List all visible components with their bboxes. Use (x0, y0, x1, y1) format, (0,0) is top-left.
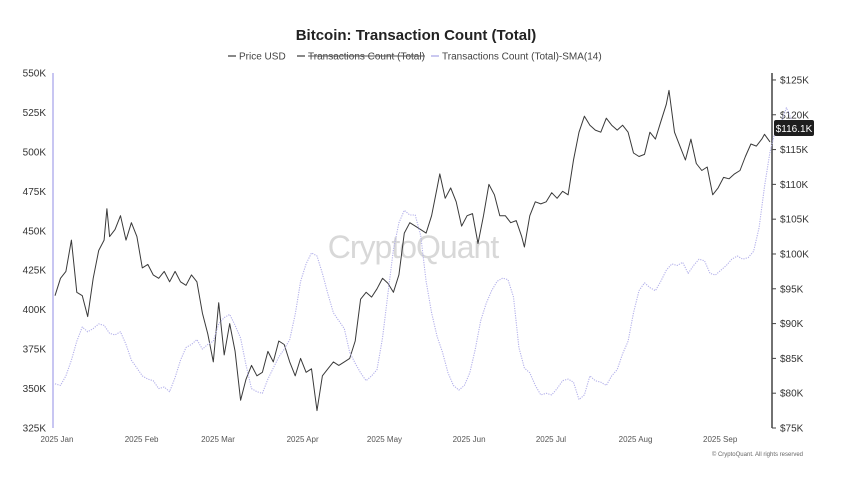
y-right-tick-label: $75K (780, 424, 804, 435)
y-right-tick-label: $125K (780, 75, 809, 86)
copyright-note: © CryptoQuant. All rights reserved (712, 451, 803, 458)
series-line-price (54, 89, 771, 412)
y-right-tick-label: $105K (780, 215, 809, 226)
y-right-tick-label: $85K (780, 354, 804, 365)
x-tick-label: 2025 Aug (619, 435, 653, 444)
y-left-tick-label: 400K (23, 305, 47, 316)
y-axis-left: 325K 350K 375K 400K 425K 450K 475K 500K 525K 550K (23, 69, 47, 435)
y-right-tick-label: $90K (780, 319, 804, 330)
x-tick-label: 2025 Jan (41, 435, 74, 444)
x-tick-label: 2025 Jul (536, 435, 566, 444)
y-right-tick-label: $80K (780, 389, 804, 400)
legend-item[interactable]: Transactions Count (Total) (297, 52, 425, 63)
price-badge-label: $116.1K (776, 124, 813, 135)
x-tick-label: 2025 Sep (703, 435, 738, 444)
chart-title: Bitcoin: Transaction Count (Total) (296, 27, 537, 44)
legend-label: Transactions Count (Total) (308, 52, 425, 63)
y-right-tick-label: $100K (780, 249, 809, 260)
series-layer (54, 89, 798, 412)
x-tick-label: 2025 May (367, 435, 402, 444)
legend[interactable]: Price USD Transactions Count (Total) Trans… (228, 52, 602, 63)
x-tick-label: 2025 Jun (453, 435, 486, 444)
legend-label: Price USD (239, 52, 286, 63)
y-right-tick-label: $95K (780, 284, 804, 295)
series-line-sma (54, 107, 798, 401)
y-left-tick-label: 325K (23, 424, 47, 435)
y-left-tick-label: 475K (23, 187, 47, 198)
y-left-tick-label: 550K (23, 69, 47, 80)
y-left-tick-label: 450K (23, 226, 47, 237)
y-right-tick-label: $120K (780, 110, 809, 121)
x-tick-label: 2025 Mar (201, 435, 235, 444)
x-axis: 2025 Jan 2025 Feb 2025 Mar 2025 Apr 2025 May… (41, 435, 738, 444)
y-right-tick-label: $110K (780, 180, 809, 191)
y-left-tick-label: 425K (23, 266, 47, 277)
y-left-tick-label: 350K (23, 384, 47, 395)
y-left-tick-label: 500K (23, 147, 47, 158)
legend-label: Transactions Count (Total)-SMA(14) (442, 52, 602, 63)
y-left-tick-label: 375K (23, 345, 47, 356)
x-tick-label: 2025 Feb (125, 435, 159, 444)
legend-item[interactable]: Transactions Count (Total)-SMA(14) (431, 52, 602, 63)
watermark: CryptoQuant (328, 229, 500, 265)
legend-item[interactable]: Price USD (228, 52, 286, 63)
y-left-tick-label: 525K (23, 108, 47, 119)
y-axis-right: $75K $80K $85K $90K $95K $100K $105K $110K $115K… (772, 75, 809, 435)
price-badge: $116.1K (774, 120, 814, 136)
y-right-tick-label: $115K (780, 145, 809, 156)
x-tick-label: 2025 Apr (287, 435, 319, 444)
